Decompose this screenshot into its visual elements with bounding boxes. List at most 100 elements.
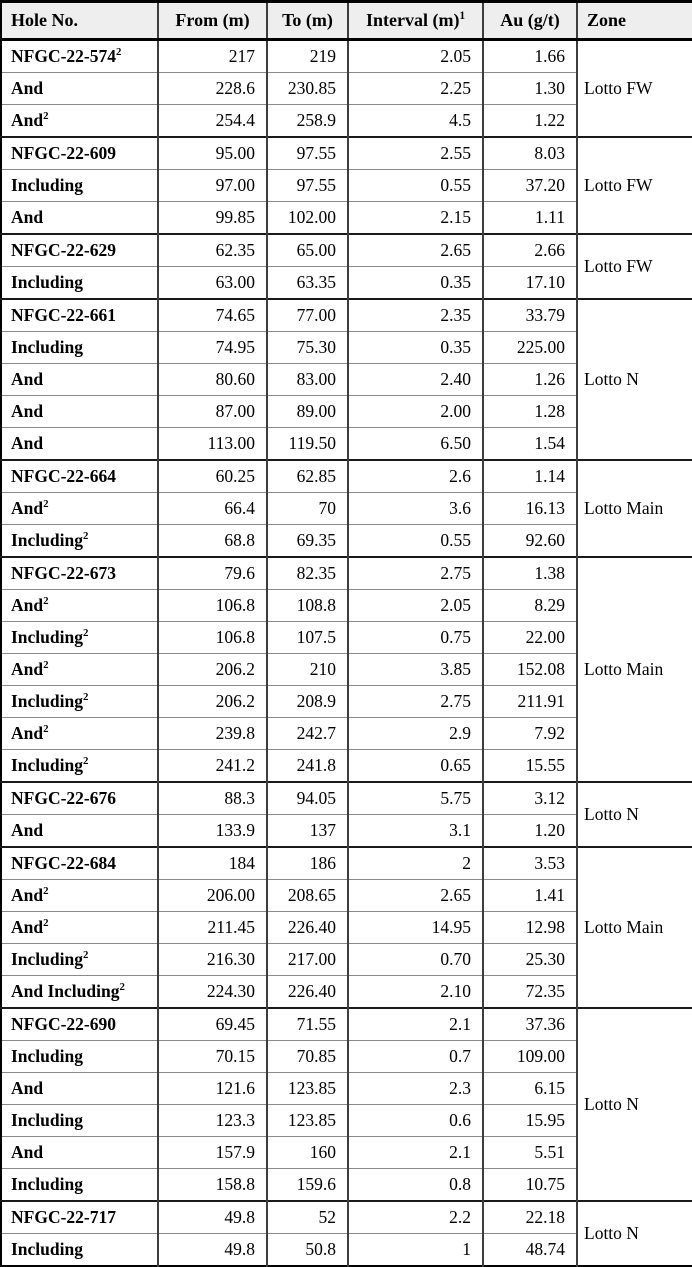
- interval-cell: 4.5: [347, 104, 483, 137]
- zone-cell: Lotto N: [576, 1007, 692, 1201]
- hole-label-cell: Including: [1, 266, 158, 299]
- hole-label-cell: Including2: [1, 685, 158, 718]
- from-cell: 88.3: [157, 781, 267, 815]
- to-cell: 97.55: [266, 136, 348, 170]
- from-cell: 66.4: [157, 492, 267, 525]
- hole-label: Including: [11, 1046, 83, 1066]
- to-cell: 230.85: [266, 72, 348, 105]
- hole-label: Including: [11, 755, 83, 775]
- from-cell: 97.00: [157, 169, 267, 202]
- footnote-superscript: 2: [43, 595, 49, 608]
- au-cell: 48.74: [482, 1233, 577, 1266]
- hole-label: And: [11, 820, 44, 840]
- interval-cell: 6.50: [347, 427, 483, 460]
- to-cell: 63.35: [266, 266, 348, 299]
- zone-cell: Lotto Main: [576, 459, 692, 557]
- hole-label: And: [11, 498, 44, 518]
- from-cell: 206.00: [157, 879, 267, 912]
- interval-cell: 14.95: [347, 911, 483, 944]
- to-cell: 241.8: [266, 749, 348, 782]
- hole-label-cell: Including: [1, 1233, 158, 1266]
- au-cell: 1.20: [482, 814, 577, 847]
- to-cell: 70: [266, 492, 348, 525]
- footnote-superscript: 2: [43, 917, 49, 930]
- from-cell: 158.8: [157, 1168, 267, 1201]
- au-cell: 37.36: [482, 1007, 577, 1041]
- to-cell: 242.7: [266, 717, 348, 750]
- hole-label-cell: NFGC-22-629: [1, 233, 158, 267]
- hole-label: And: [11, 723, 44, 743]
- from-cell: 80.60: [157, 363, 267, 396]
- to-cell: 77.00: [266, 298, 348, 332]
- hole-label-cell: And2: [1, 879, 158, 912]
- from-cell: 121.6: [157, 1072, 267, 1105]
- interval-cell: 2.05: [347, 589, 483, 622]
- table-row: And2 206.2 210 3.85 152.08: [1, 653, 692, 686]
- to-cell: 107.5: [266, 621, 348, 654]
- hole-label-cell: And: [1, 395, 158, 428]
- table-row: NFGC-22-5742 217 219 2.05 1.66 Lotto FW: [1, 38, 692, 137]
- to-cell: 82.35: [266, 556, 348, 590]
- from-cell: 106.8: [157, 589, 267, 622]
- au-cell: 1.26: [482, 363, 577, 396]
- interval-cell: 2.9: [347, 717, 483, 750]
- footnote-superscript: 2: [43, 723, 49, 736]
- zone-cell: Lotto FW: [576, 38, 692, 137]
- interval-cell: 2.3: [347, 1072, 483, 1105]
- hole-label: And: [11, 1078, 44, 1098]
- from-cell: 239.8: [157, 717, 267, 750]
- table-row: And 99.85 102.00 2.15 1.11: [1, 201, 692, 234]
- au-cell: 15.55: [482, 749, 577, 782]
- hole-label-cell: And2: [1, 911, 158, 944]
- hole-label-cell: And: [1, 1072, 158, 1105]
- to-cell: 71.55: [266, 1007, 348, 1041]
- to-cell: 97.55: [266, 169, 348, 202]
- from-cell: 87.00: [157, 395, 267, 428]
- table-body: NFGC-22-5742 217 219 2.05 1.66 Lotto FW And 228…: [1, 38, 692, 1266]
- to-cell: 119.50: [266, 427, 348, 460]
- table-row: And 157.9 160 2.1 5.51: [1, 1136, 692, 1169]
- from-cell: 62.35: [157, 233, 267, 267]
- hole-label: NFGC-22-629: [11, 240, 116, 260]
- col-header-interval: Interval (m)1: [347, 1, 483, 41]
- au-cell: 1.41: [482, 879, 577, 912]
- to-cell: 137: [266, 814, 348, 847]
- to-cell: 217.00: [266, 943, 348, 976]
- interval-footnote-superscript: 1: [459, 10, 466, 22]
- interval-cell: 2.75: [347, 556, 483, 590]
- hole-label: And: [11, 1142, 44, 1162]
- au-cell: 1.54: [482, 427, 577, 460]
- interval-cell: 2.75: [347, 685, 483, 718]
- hole-label-cell: And: [1, 427, 158, 460]
- hole-label: NFGC-22-676: [11, 788, 116, 808]
- footnote-superscript: 2: [82, 691, 89, 704]
- hole-label-cell: NFGC-22-717: [1, 1200, 158, 1234]
- table-row: NFGC-22-684 184 186 2 3.53 Lotto Main: [1, 846, 692, 1008]
- interval-cell: 2.1: [347, 1136, 483, 1169]
- table-row: Including 158.8 159.6 0.8 10.75: [1, 1168, 692, 1201]
- au-cell: 2.66: [482, 233, 577, 267]
- to-cell: 226.40: [266, 975, 348, 1008]
- table-row: NFGC-22-673 79.6 82.35 2.75 1.38 Lotto Main: [1, 556, 692, 782]
- from-cell: 228.6: [157, 72, 267, 105]
- footnote-superscript: 2: [82, 627, 89, 640]
- interval-cell: 2.10: [347, 975, 483, 1008]
- col-header-au: Au (g/t): [482, 1, 577, 41]
- to-cell: 208.65: [266, 879, 348, 912]
- au-cell: 1.14: [482, 459, 577, 493]
- to-cell: 108.8: [266, 589, 348, 622]
- hole-label: And: [11, 885, 44, 905]
- interval-cell: 0.55: [347, 169, 483, 202]
- hole-label-cell: Including: [1, 169, 158, 202]
- hole-label: Including: [11, 1174, 83, 1194]
- hole-label: NFGC-22-684: [11, 853, 116, 873]
- to-cell: 226.40: [266, 911, 348, 944]
- to-cell: 52: [266, 1200, 348, 1234]
- hole-label-cell: Including: [1, 331, 158, 364]
- au-cell: 8.03: [482, 136, 577, 170]
- table-row: NFGC-22-676 88.3 94.05 5.75 3.12 Lotto N: [1, 781, 692, 847]
- from-cell: 224.30: [157, 975, 267, 1008]
- interval-cell: 2.6: [347, 459, 483, 493]
- au-cell: 22.00: [482, 621, 577, 654]
- interval-cell: 0.55: [347, 524, 483, 557]
